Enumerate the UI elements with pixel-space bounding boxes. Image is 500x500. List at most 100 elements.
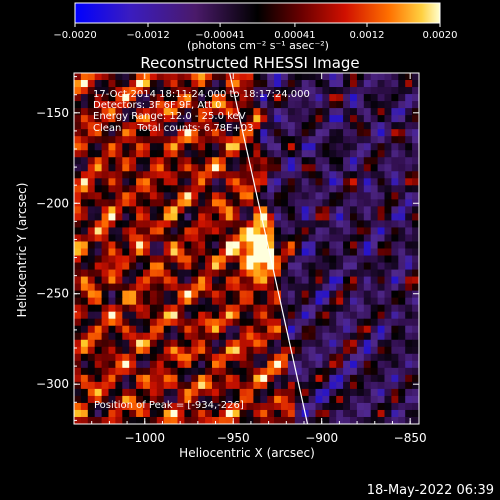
heatmap-cell [315, 94, 323, 102]
heatmap-cell [294, 199, 303, 207]
heatmap-cell [129, 360, 137, 369]
heatmap-cell [87, 241, 96, 250]
heatmap-cell [350, 213, 358, 222]
heatmap-cell [136, 164, 144, 172]
heatmap-cell [281, 129, 289, 137]
heatmap-cell [356, 276, 365, 285]
heatmap-cell [108, 143, 116, 151]
heatmap-cell [143, 367, 151, 376]
heatmap-cell [322, 339, 330, 348]
heatmap-cell [232, 269, 241, 278]
heatmap-cell [143, 290, 151, 299]
heatmap-cell [336, 255, 344, 264]
heatmap-cell [232, 283, 241, 292]
heatmap-cell [225, 136, 234, 144]
heatmap-cell [384, 115, 392, 123]
heatmap-cell [149, 339, 158, 348]
heatmap-cell [156, 185, 165, 193]
heatmap-cell [377, 143, 386, 151]
heatmap-cell [398, 332, 406, 341]
heatmap-cell [115, 297, 123, 306]
heatmap-cell [350, 80, 358, 88]
heatmap-cell [294, 150, 303, 158]
heatmap-cell [239, 108, 248, 116]
heatmap-cell [184, 367, 192, 376]
heatmap-cell [212, 395, 220, 404]
heatmap-cell [315, 374, 323, 383]
heatmap-cell [156, 122, 165, 130]
heatmap-cell [343, 325, 351, 334]
heatmap-cell [253, 227, 261, 236]
heatmap-cell [177, 206, 185, 214]
heatmap-cell [232, 234, 241, 243]
heatmap-cell [163, 290, 172, 299]
heatmap-cell [94, 360, 103, 369]
heatmap-cell [405, 94, 413, 102]
heatmap-cell [87, 234, 96, 243]
heatmap-cell [384, 94, 392, 102]
heatmap-cell [377, 115, 386, 123]
heatmap-cell [156, 409, 165, 418]
heatmap-cell [405, 381, 413, 390]
heatmap-cell [308, 115, 317, 123]
heatmap-cell [301, 311, 310, 320]
heatmap-cell [274, 108, 282, 116]
heatmap-cell [329, 297, 337, 306]
heatmap-cell [308, 255, 317, 264]
heatmap-cell [281, 395, 289, 404]
heatmap-cell [184, 325, 192, 334]
heatmap-cell [391, 87, 399, 95]
heatmap-cell [156, 395, 165, 404]
heatmap-cell [170, 269, 179, 278]
heatmap-cell [94, 346, 103, 355]
heatmap-cell [218, 353, 227, 362]
heatmap-cell [177, 192, 185, 200]
heatmap-cell [143, 409, 151, 418]
heatmap-cell [205, 115, 213, 123]
heatmap-cell [274, 73, 282, 81]
heatmap-cell [170, 248, 179, 257]
heatmap-cell [94, 409, 103, 418]
heatmap-cell [391, 318, 399, 327]
heatmap-cell [136, 416, 144, 424]
heatmap-cell [74, 220, 82, 229]
heatmap-cell [156, 255, 165, 264]
heatmap-cell [281, 178, 289, 186]
heatmap-cell [74, 402, 82, 411]
heatmap-cell [384, 80, 392, 88]
heatmap-cell [412, 374, 419, 383]
heatmap-cell [350, 220, 358, 229]
heatmap-cell [322, 234, 330, 243]
heatmap-cell [294, 311, 303, 320]
heatmap-cell [384, 346, 392, 355]
heatmap-cell [363, 80, 372, 88]
heatmap-cell [184, 171, 192, 179]
heatmap-cell [205, 318, 213, 327]
heatmap-cell [329, 269, 337, 278]
heatmap-cell [156, 241, 165, 250]
heatmap-cell [253, 297, 261, 306]
heatmap-cell [205, 129, 213, 137]
heatmap-cell [350, 367, 358, 376]
heatmap-cell [239, 80, 248, 88]
heatmap-cell [108, 150, 116, 158]
heatmap-cell [274, 101, 282, 109]
heatmap-cell [156, 206, 165, 214]
heatmap-cell [336, 164, 344, 172]
heatmap-cell [218, 234, 227, 243]
heatmap-cell [281, 143, 289, 151]
heatmap-cell [101, 108, 110, 116]
heatmap-cell [384, 381, 392, 390]
heatmap-cell [370, 164, 379, 172]
heatmap-cell [412, 87, 419, 95]
heatmap-cell [170, 108, 179, 116]
heatmap-cell [315, 199, 323, 207]
heatmap-cell [398, 115, 406, 123]
heatmap-cell [384, 360, 392, 369]
heatmap-cell [384, 318, 392, 327]
heatmap-cell [101, 178, 110, 186]
heatmap-cell [405, 199, 413, 207]
heatmap-cell [405, 304, 413, 313]
heatmap-cell [274, 241, 282, 250]
heatmap-cell [308, 164, 317, 172]
